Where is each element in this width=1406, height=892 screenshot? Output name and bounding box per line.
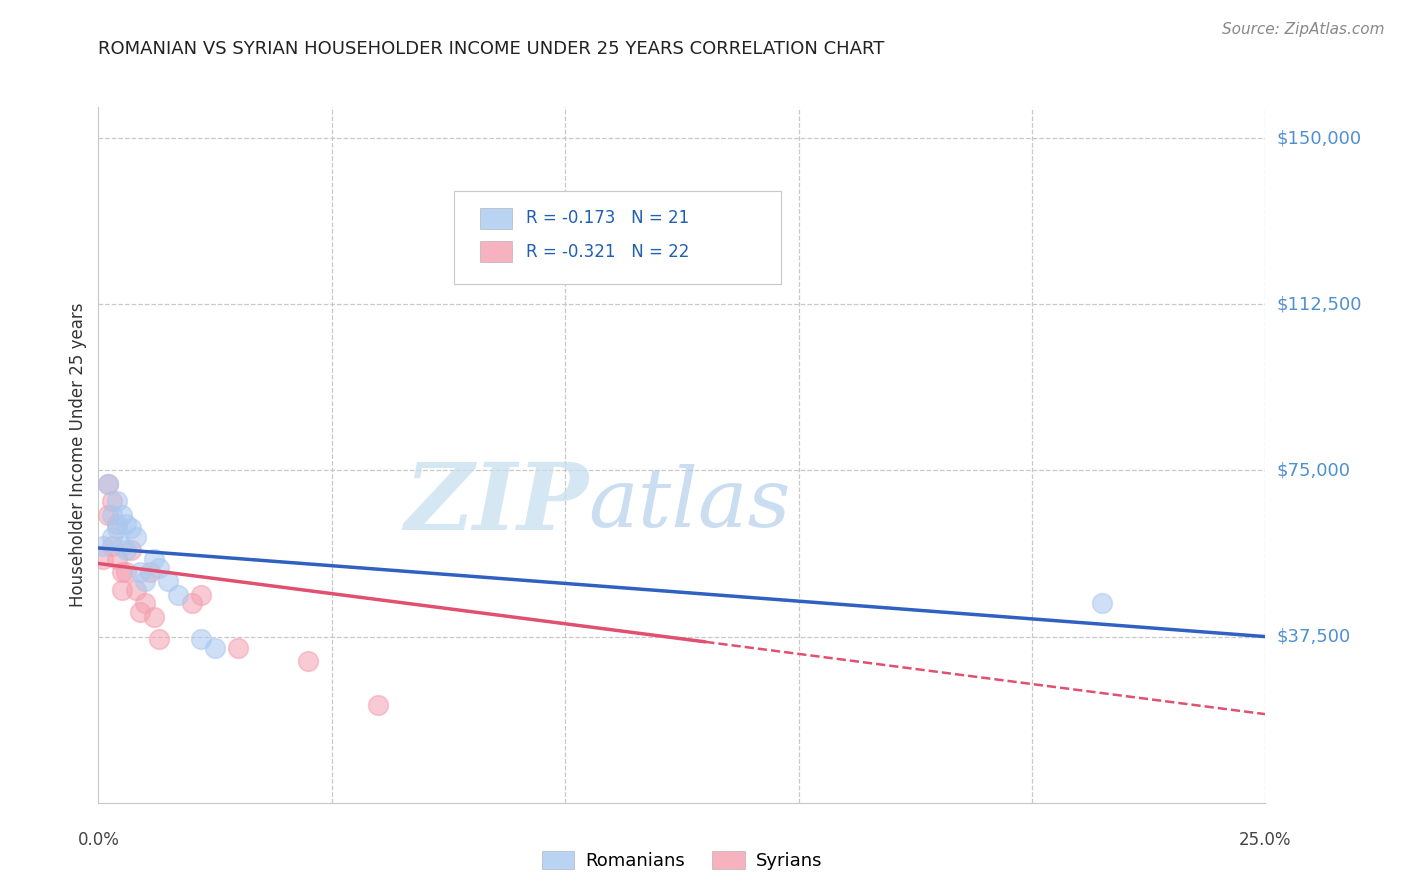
FancyBboxPatch shape [479, 208, 512, 229]
Text: $37,500: $37,500 [1277, 628, 1351, 646]
Text: R = -0.321   N = 22: R = -0.321 N = 22 [526, 243, 689, 260]
Point [105, 521, 128, 535]
Point [190, 587, 212, 601]
Point [101, 539, 124, 553]
Point [125, 530, 148, 544]
Point [166, 587, 188, 601]
Point [105, 516, 128, 531]
Point [228, 640, 250, 655]
Point [134, 596, 156, 610]
Point [134, 574, 156, 589]
Point [120, 543, 142, 558]
Point [105, 494, 128, 508]
Point [105, 552, 128, 566]
Point [148, 561, 170, 575]
Point [91, 539, 114, 553]
Point [143, 609, 166, 624]
Text: atlas: atlas [589, 464, 792, 543]
Point [125, 583, 148, 598]
Point [297, 654, 319, 668]
Text: $112,500: $112,500 [1277, 295, 1362, 313]
Text: 0.0%: 0.0% [77, 830, 120, 848]
Point [120, 521, 142, 535]
Text: $150,000: $150,000 [1277, 129, 1361, 147]
Point [204, 640, 226, 655]
Point [97, 476, 120, 491]
Point [143, 552, 166, 566]
Point [367, 698, 389, 713]
Point [101, 530, 124, 544]
FancyBboxPatch shape [454, 191, 782, 285]
Point [180, 596, 202, 610]
Point [91, 552, 114, 566]
Point [190, 632, 212, 646]
Text: ROMANIAN VS SYRIAN HOUSEHOLDER INCOME UNDER 25 YEARS CORRELATION CHART: ROMANIAN VS SYRIAN HOUSEHOLDER INCOME UN… [98, 40, 884, 58]
Point [129, 566, 152, 580]
Point [148, 632, 170, 646]
Point [157, 574, 180, 589]
Point [115, 566, 138, 580]
Point [101, 508, 124, 522]
Point [111, 583, 134, 598]
Legend: Romanians, Syrians: Romanians, Syrians [534, 844, 830, 877]
Point [111, 539, 134, 553]
Point [97, 476, 120, 491]
Point [139, 566, 162, 580]
Point [115, 543, 138, 558]
FancyBboxPatch shape [479, 242, 512, 262]
Text: $75,000: $75,000 [1277, 461, 1351, 479]
Point [129, 605, 152, 619]
Text: ZIP: ZIP [405, 458, 589, 549]
Point [111, 566, 134, 580]
Text: R = -0.173   N = 21: R = -0.173 N = 21 [526, 210, 689, 227]
Point [1091, 596, 1114, 610]
Text: 25.0%: 25.0% [1239, 830, 1292, 848]
Point [97, 508, 120, 522]
Text: Source: ZipAtlas.com: Source: ZipAtlas.com [1222, 22, 1385, 37]
Y-axis label: Householder Income Under 25 years: Householder Income Under 25 years [69, 302, 87, 607]
Point [101, 494, 124, 508]
Point [115, 516, 138, 531]
Point [111, 508, 134, 522]
